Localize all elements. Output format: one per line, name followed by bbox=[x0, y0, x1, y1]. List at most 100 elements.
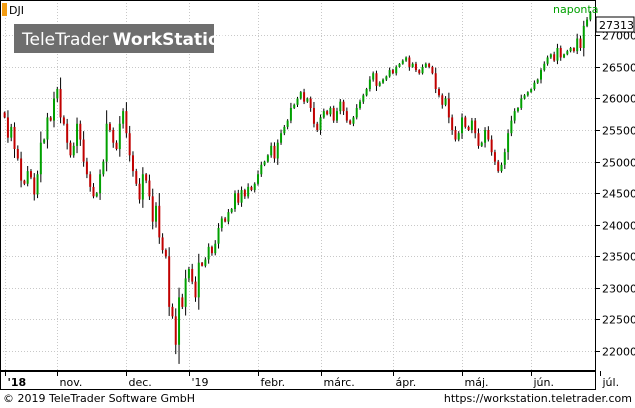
candle bbox=[342, 99, 345, 115]
candle-body bbox=[586, 19, 589, 26]
candle-body bbox=[204, 259, 207, 266]
candle bbox=[461, 113, 464, 139]
candle bbox=[233, 190, 236, 212]
candle bbox=[49, 116, 52, 122]
candle-body bbox=[362, 95, 365, 102]
candle-body bbox=[276, 142, 279, 159]
candle-body bbox=[539, 70, 542, 80]
candle bbox=[283, 124, 286, 136]
candle-body bbox=[224, 218, 227, 222]
candle bbox=[220, 216, 223, 232]
candle bbox=[322, 108, 325, 119]
candle bbox=[576, 33, 579, 55]
candle-body bbox=[128, 133, 131, 156]
candle-body bbox=[418, 70, 421, 74]
candle-body bbox=[131, 155, 134, 172]
candle bbox=[181, 293, 184, 310]
candle bbox=[184, 269, 187, 316]
candle-body bbox=[26, 171, 29, 184]
candle bbox=[398, 63, 401, 68]
candle-body bbox=[92, 186, 95, 197]
candle bbox=[421, 64, 424, 75]
candle bbox=[53, 91, 56, 128]
candle-body bbox=[444, 98, 447, 105]
candle-body bbox=[76, 123, 79, 146]
candle-body bbox=[536, 79, 539, 83]
candle-body bbox=[572, 47, 575, 52]
candle-body bbox=[457, 133, 460, 140]
candle-body bbox=[296, 98, 299, 105]
candle bbox=[257, 170, 260, 186]
candle-body bbox=[181, 297, 184, 307]
candle bbox=[589, 11, 592, 22]
candle bbox=[207, 243, 210, 264]
website-link[interactable]: https://workstation.teletrader.com bbox=[443, 392, 632, 405]
candle bbox=[138, 178, 141, 204]
candle bbox=[72, 142, 75, 158]
candle-body bbox=[451, 117, 454, 131]
candle bbox=[424, 62, 427, 68]
candle-body bbox=[227, 212, 230, 222]
candle bbox=[112, 127, 115, 148]
candle bbox=[122, 108, 125, 129]
candle-body bbox=[388, 70, 391, 77]
x-axis-border bbox=[0, 371, 596, 390]
candle-body bbox=[105, 123, 108, 162]
interval-label: naponta bbox=[553, 3, 598, 16]
candle bbox=[362, 93, 365, 104]
candle-body bbox=[135, 171, 138, 184]
candle bbox=[553, 51, 556, 62]
candle-body bbox=[286, 120, 289, 127]
candle bbox=[286, 119, 289, 130]
y-tick-label: 26500 bbox=[602, 62, 635, 75]
candle bbox=[85, 157, 88, 179]
candle-body bbox=[95, 193, 98, 197]
candle bbox=[187, 266, 190, 283]
candle bbox=[306, 97, 309, 103]
candle-body bbox=[349, 120, 352, 124]
candle-body bbox=[85, 161, 88, 175]
candle-body bbox=[566, 51, 569, 55]
candle bbox=[309, 96, 312, 112]
candle-body bbox=[164, 250, 167, 257]
candle-body bbox=[6, 117, 9, 138]
candle-body bbox=[62, 117, 65, 124]
candle-body bbox=[520, 98, 523, 108]
candle bbox=[536, 78, 539, 84]
candle bbox=[227, 209, 230, 225]
candle-body bbox=[115, 142, 118, 150]
candle bbox=[151, 188, 154, 230]
candle-body bbox=[309, 98, 312, 108]
candle bbox=[563, 53, 566, 59]
candle-body bbox=[398, 63, 401, 67]
symbol-marker bbox=[2, 3, 7, 16]
candle-body bbox=[102, 161, 105, 175]
y-tick-label: 24500 bbox=[602, 188, 635, 201]
candle-body bbox=[530, 89, 533, 93]
candle-body bbox=[500, 164, 503, 172]
candle-body bbox=[589, 13, 592, 20]
candle bbox=[191, 263, 194, 285]
candle-body bbox=[214, 243, 217, 254]
candle bbox=[280, 129, 283, 145]
candle-body bbox=[56, 89, 59, 99]
candle bbox=[33, 173, 36, 201]
candle-body bbox=[145, 174, 148, 181]
candle bbox=[273, 142, 276, 163]
candle bbox=[266, 154, 269, 163]
candle-body bbox=[217, 227, 220, 244]
candle bbox=[299, 91, 302, 100]
candle bbox=[230, 208, 233, 214]
candle-body bbox=[556, 47, 559, 61]
candle-body bbox=[174, 316, 177, 345]
candle-body bbox=[391, 70, 394, 74]
candle-body bbox=[352, 117, 355, 124]
candle bbox=[141, 167, 144, 208]
candle bbox=[500, 162, 503, 173]
candle-body bbox=[569, 47, 572, 52]
x-axis[interactable]: '18 nov. dec. '19 febr. márc. ápr. máj. jún. júl. bbox=[5, 371, 620, 389]
symbol-label: DJI bbox=[9, 4, 24, 17]
candle bbox=[395, 65, 398, 76]
candle-body bbox=[345, 111, 348, 121]
x-tick-label: máj. bbox=[465, 376, 489, 389]
